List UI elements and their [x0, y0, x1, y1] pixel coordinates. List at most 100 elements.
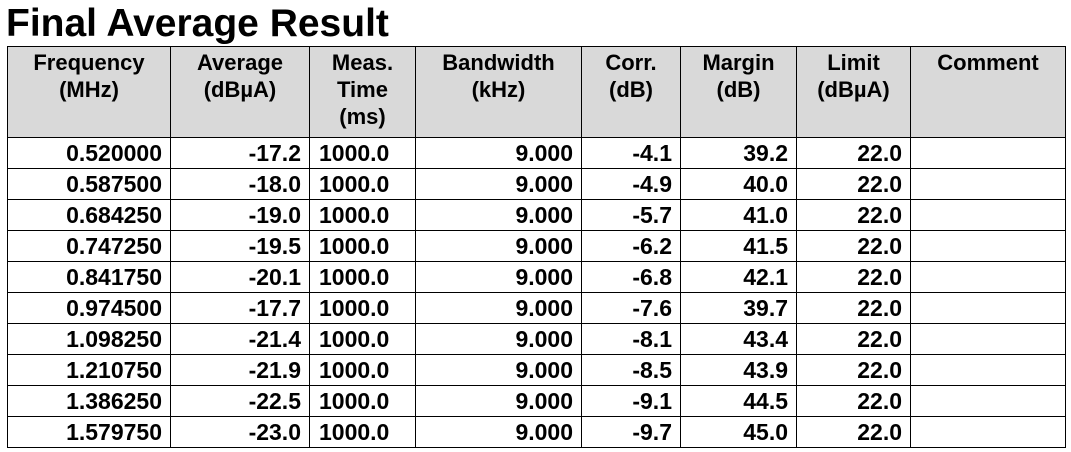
cell-bandwidth: 9.000: [415, 168, 582, 200]
cell-margin: 41.0: [680, 199, 797, 231]
column-header-frequency: Frequency (MHz): [7, 46, 171, 138]
cell-meas-time: 1000.0: [309, 354, 416, 386]
cell-limit: 22.0: [796, 137, 911, 169]
column-header-line: Time: [337, 77, 388, 102]
column-header-line: Average: [196, 50, 283, 75]
column-header-line: Comment: [937, 50, 1039, 75]
column-header-line: (dBµA): [817, 77, 890, 102]
cell-frequency: 1.210750: [7, 354, 171, 386]
cell-corr: -8.1: [581, 323, 681, 355]
table-row: 1.579750 -23.0 1000.0 9.000 -9.7 45.0 22.0: [7, 416, 1066, 448]
cell-corr: -9.7: [581, 416, 681, 448]
cell-frequency: 0.974500: [7, 292, 171, 324]
table-row: 0.841750 -20.1 1000.0 9.000 -6.8 42.1 22.0: [7, 261, 1066, 293]
cell-comment: [910, 137, 1066, 169]
cell-corr: -7.6: [581, 292, 681, 324]
column-header-line: (dB): [609, 77, 653, 102]
column-header-line: (ms): [339, 104, 386, 129]
column-header-limit: Limit (dBµA): [796, 46, 911, 138]
table-row: 0.747250 -19.5 1000.0 9.000 -6.2 41.5 22.0: [7, 230, 1066, 262]
cell-margin: 43.9: [680, 354, 797, 386]
column-header-line: Meas.: [331, 50, 394, 75]
cell-frequency: 0.684250: [7, 199, 171, 231]
cell-margin: 41.5: [680, 230, 797, 262]
final-average-result-table: Frequency (MHz) Average (dBµA) Meas. Time (ms)…: [7, 46, 1066, 448]
cell-comment: [910, 199, 1066, 231]
cell-bandwidth: 9.000: [415, 261, 582, 293]
cell-bandwidth: 9.000: [415, 385, 582, 417]
cell-corr: -6.8: [581, 261, 681, 293]
cell-comment: [910, 261, 1066, 293]
column-header-line: (MHz): [59, 77, 119, 102]
cell-bandwidth: 9.000: [415, 199, 582, 231]
table-row: 0.520000 -17.2 1000.0 9.000 -4.1 39.2 22.0: [7, 137, 1066, 169]
cell-limit: 22.0: [796, 354, 911, 386]
cell-frequency: 1.386250: [7, 385, 171, 417]
cell-corr: -4.1: [581, 137, 681, 169]
cell-bandwidth: 9.000: [415, 292, 582, 324]
column-header-line: Limit: [827, 50, 880, 75]
cell-meas-time: 1000.0: [309, 168, 416, 200]
cell-margin: 39.2: [680, 137, 797, 169]
cell-comment: [910, 323, 1066, 355]
cell-meas-time: 1000.0: [309, 416, 416, 448]
cell-average: -18.0: [170, 168, 310, 200]
cell-average: -21.9: [170, 354, 310, 386]
cell-average: -23.0: [170, 416, 310, 448]
cell-limit: 22.0: [796, 168, 911, 200]
cell-limit: 22.0: [796, 416, 911, 448]
cell-corr: -6.2: [581, 230, 681, 262]
column-header-line: Frequency: [33, 50, 145, 75]
cell-corr: -9.1: [581, 385, 681, 417]
cell-average: -19.5: [170, 230, 310, 262]
cell-corr: -8.5: [581, 354, 681, 386]
cell-margin: 40.0: [680, 168, 797, 200]
column-header-meas-time: Meas. Time (ms): [309, 46, 416, 138]
table-row: 1.098250 -21.4 1000.0 9.000 -8.1 43.4 22.0: [7, 323, 1066, 355]
cell-average: -19.0: [170, 199, 310, 231]
cell-meas-time: 1000.0: [309, 385, 416, 417]
table-header-row: Frequency (MHz) Average (dBµA) Meas. Time (ms)…: [7, 46, 1066, 138]
table-row: 0.587500 -18.0 1000.0 9.000 -4.9 40.0 22.0: [7, 168, 1066, 200]
cell-comment: [910, 416, 1066, 448]
cell-average: -22.5: [170, 385, 310, 417]
cell-frequency: 0.520000: [7, 137, 171, 169]
cell-frequency: 1.098250: [7, 323, 171, 355]
cell-meas-time: 1000.0: [309, 323, 416, 355]
cell-meas-time: 1000.0: [309, 230, 416, 262]
table-row: 1.210750 -21.9 1000.0 9.000 -8.5 43.9 22.0: [7, 354, 1066, 386]
column-header-corr: Corr. (dB): [581, 46, 681, 138]
cell-margin: 43.4: [680, 323, 797, 355]
cell-average: -17.7: [170, 292, 310, 324]
column-header-bandwidth: Bandwidth (kHz): [415, 46, 582, 138]
cell-average: -17.2: [170, 137, 310, 169]
cell-margin: 39.7: [680, 292, 797, 324]
cell-comment: [910, 230, 1066, 262]
cell-margin: 42.1: [680, 261, 797, 293]
cell-comment: [910, 292, 1066, 324]
cell-meas-time: 1000.0: [309, 199, 416, 231]
column-header-line: (kHz): [471, 77, 526, 102]
cell-frequency: 0.747250: [7, 230, 171, 262]
column-header-line: (dBµA): [203, 77, 277, 102]
cell-meas-time: 1000.0: [309, 292, 416, 324]
column-header-average: Average (dBµA): [170, 46, 310, 138]
table-row: 1.386250 -22.5 1000.0 9.000 -9.1 44.5 22.0: [7, 385, 1066, 417]
table-row: 0.684250 -19.0 1000.0 9.000 -5.7 41.0 22.0: [7, 199, 1066, 231]
cell-average: -21.4: [170, 323, 310, 355]
column-header-line: Margin: [702, 50, 775, 75]
cell-limit: 22.0: [796, 261, 911, 293]
cell-bandwidth: 9.000: [415, 354, 582, 386]
cell-margin: 44.5: [680, 385, 797, 417]
cell-limit: 22.0: [796, 323, 911, 355]
cell-frequency: 1.579750: [7, 416, 171, 448]
cell-bandwidth: 9.000: [415, 137, 582, 169]
table-row: 0.974500 -17.7 1000.0 9.000 -7.6 39.7 22.0: [7, 292, 1066, 324]
cell-limit: 22.0: [796, 385, 911, 417]
cell-frequency: 0.587500: [7, 168, 171, 200]
column-header-line: (dB): [716, 77, 761, 102]
cell-comment: [910, 385, 1066, 417]
cell-average: -20.1: [170, 261, 310, 293]
table-body: 0.520000 -17.2 1000.0 9.000 -4.1 39.2 22.0 0.58…: [7, 137, 1066, 448]
column-header-comment: Comment: [910, 46, 1066, 138]
